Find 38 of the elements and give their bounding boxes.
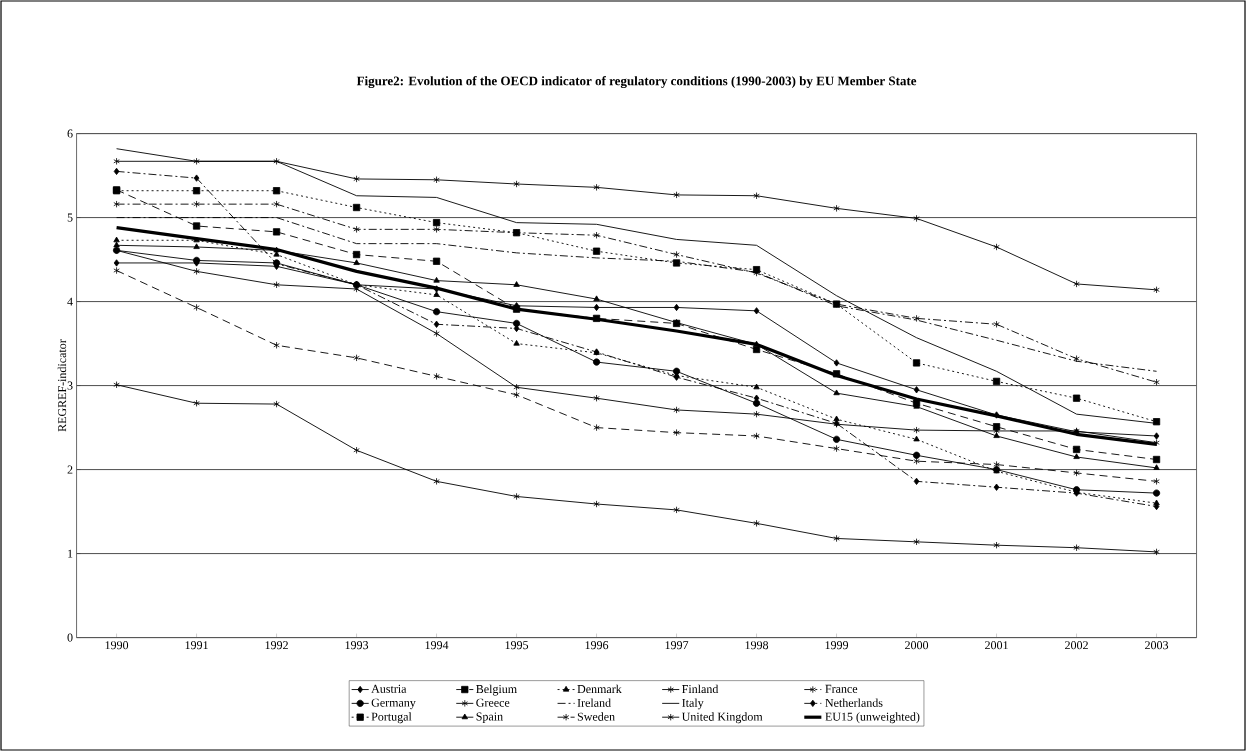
legend-label: Belgium bbox=[476, 684, 517, 696]
legend-label: Portugal bbox=[371, 712, 412, 724]
x-tick-label: 1998 bbox=[745, 641, 769, 650]
y-tick-label: 6 bbox=[67, 129, 73, 138]
y-tick-label: 1 bbox=[68, 549, 73, 558]
x-tick-label: 1994 bbox=[425, 641, 449, 650]
x-tick-label: 1990 bbox=[105, 641, 129, 650]
x-tick-label: 1992 bbox=[265, 641, 288, 650]
x-tick-label: 1993 bbox=[345, 641, 369, 650]
legend-label: Denmark bbox=[577, 684, 622, 694]
legend-label: Spain bbox=[476, 712, 503, 723]
x-tick-label: 2001 bbox=[985, 641, 1008, 650]
legend-label: Ireland bbox=[577, 698, 611, 707]
x-tick-label: 1991 bbox=[185, 641, 208, 650]
legend-label: Austria bbox=[371, 684, 407, 693]
y-tick-label: 2 bbox=[67, 465, 73, 474]
y-tick-label: 0 bbox=[67, 633, 73, 642]
legend-label: France bbox=[825, 684, 858, 693]
y-tick-label: 4 bbox=[67, 297, 73, 306]
x-tick-label: 1995 bbox=[505, 641, 529, 650]
legend-label: Netherlands bbox=[825, 698, 883, 707]
x-tick-label: 1999 bbox=[825, 641, 849, 650]
legend-label: Germany bbox=[371, 698, 416, 710]
y-axis-title: REGREF-indicator bbox=[57, 339, 67, 432]
y-tick-label: 3 bbox=[67, 381, 73, 390]
legend-label: United Kingdom bbox=[681, 712, 763, 724]
chart-title: Figure2: Evolution of the OECD indicator of regulatory conditions (1990-2003) by EU Member State bbox=[356, 76, 917, 89]
x-tick-label: 2000 bbox=[905, 641, 929, 650]
y-tick-label: 5 bbox=[67, 213, 73, 222]
x-tick-label: 2003 bbox=[1145, 641, 1169, 650]
legend-label: Sweden bbox=[577, 712, 615, 721]
legend-label: Finland bbox=[682, 684, 719, 694]
x-tick-label: 2002 bbox=[1065, 641, 1088, 650]
legend-label: Italy bbox=[682, 698, 704, 710]
legend-label: EU15 (unweighted) bbox=[825, 712, 920, 724]
x-tick-label: 1997 bbox=[665, 641, 689, 650]
x-tick-label: 1996 bbox=[585, 641, 609, 650]
legend-label: Greece bbox=[476, 698, 510, 707]
